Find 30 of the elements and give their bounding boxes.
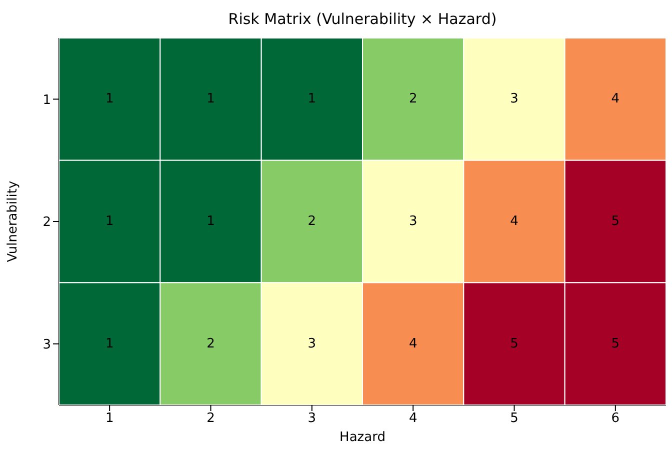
y-tick-label: 3: [42, 337, 51, 352]
data-label: 2: [308, 214, 316, 229]
y-tick-label: 2: [42, 215, 51, 230]
x-tick-label: 4: [408, 411, 418, 426]
data-label: 4: [611, 92, 620, 107]
data-label: 1: [206, 92, 215, 107]
data-label: 1: [206, 214, 215, 229]
data-label: 1: [105, 336, 114, 352]
data-label: 4: [408, 336, 418, 352]
data-label: 2: [408, 92, 418, 107]
x-tick-label: 6: [611, 411, 620, 426]
data-label: 5: [510, 336, 518, 352]
chart-title: Risk Matrix (Vulnerability × Hazard): [228, 10, 497, 28]
x-tick-label: 3: [308, 411, 316, 426]
data-label: 1: [105, 214, 114, 229]
x-tick-label: 1: [105, 411, 114, 426]
data-label: 3: [408, 214, 418, 229]
y-axis-title: Vulnerability: [6, 180, 21, 262]
data-label: 2: [206, 336, 215, 352]
y-tick-label: 1: [42, 92, 51, 108]
data-label: 1: [105, 92, 114, 107]
x-axis-title: Hazard: [340, 430, 386, 445]
x-tick-label: 5: [510, 411, 518, 426]
data-label: 5: [611, 336, 620, 352]
x-tick-label: 2: [206, 411, 215, 426]
data-label: 1: [308, 92, 316, 107]
data-label: 3: [510, 92, 518, 107]
data-label: 3: [308, 336, 316, 352]
data-label: 5: [611, 214, 620, 229]
data-label: 4: [510, 214, 518, 229]
